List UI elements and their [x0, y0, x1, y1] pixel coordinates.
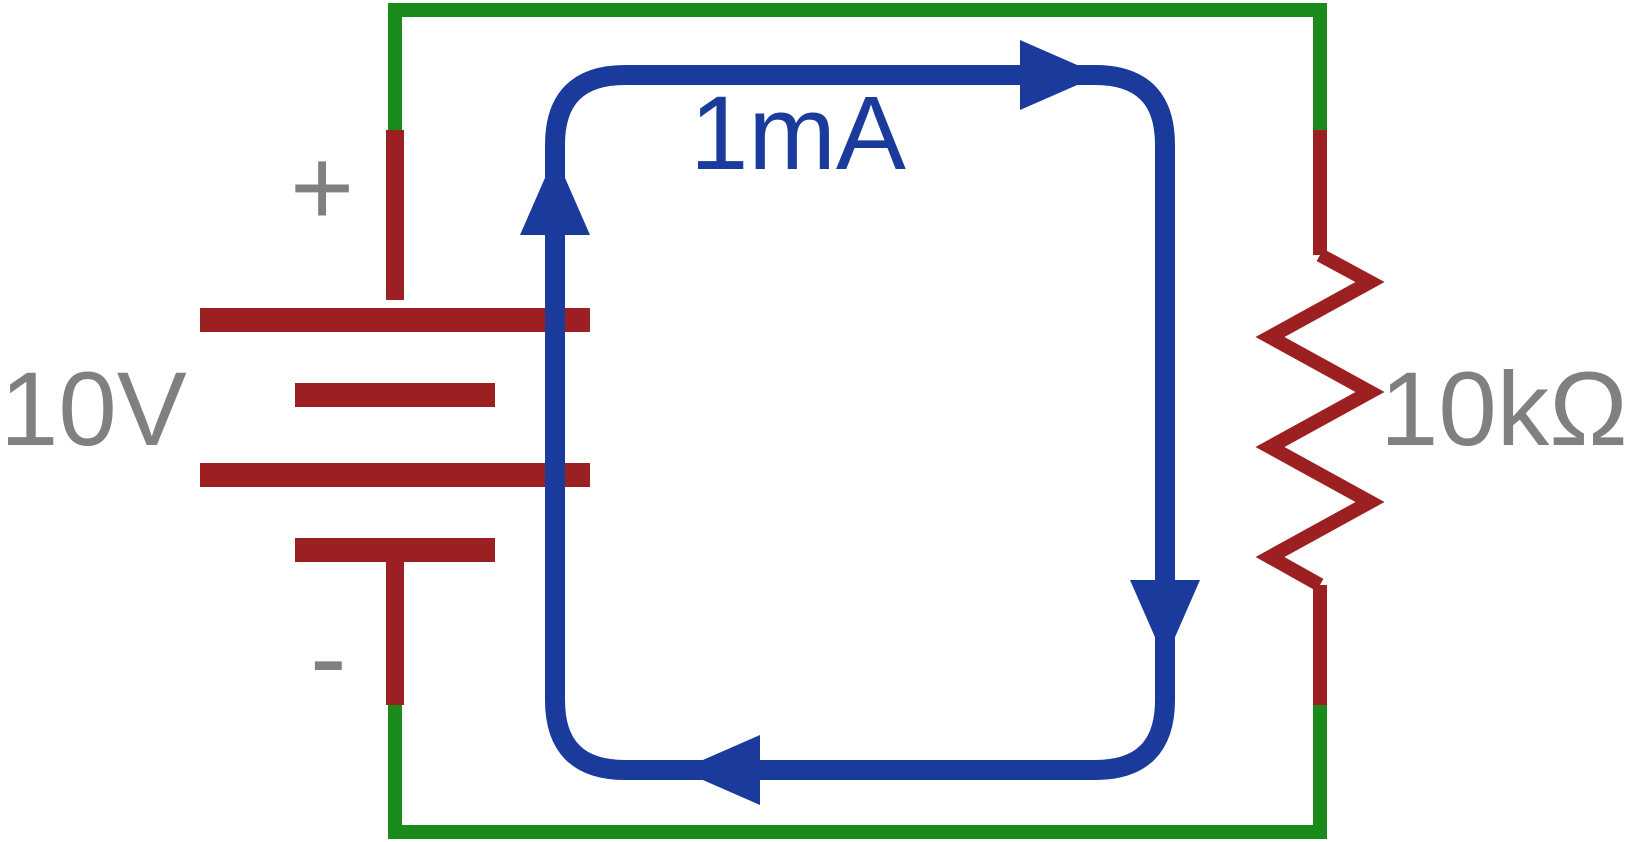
resistor-zigzag: [1270, 255, 1370, 585]
voltage-label: 10V: [0, 351, 187, 468]
polarity-plus: +: [290, 126, 354, 249]
current-label: 1mA: [690, 75, 906, 192]
arrow-left: [520, 155, 590, 235]
polarity-minus: -: [310, 596, 347, 719]
arrow-right: [1130, 580, 1200, 660]
circuit-diagram: 10V + - 1mA 10kΩ: [0, 0, 1651, 842]
resistance-label: 10kΩ: [1380, 351, 1628, 468]
arrow-bottom: [680, 735, 760, 805]
arrow-top: [1020, 40, 1100, 110]
